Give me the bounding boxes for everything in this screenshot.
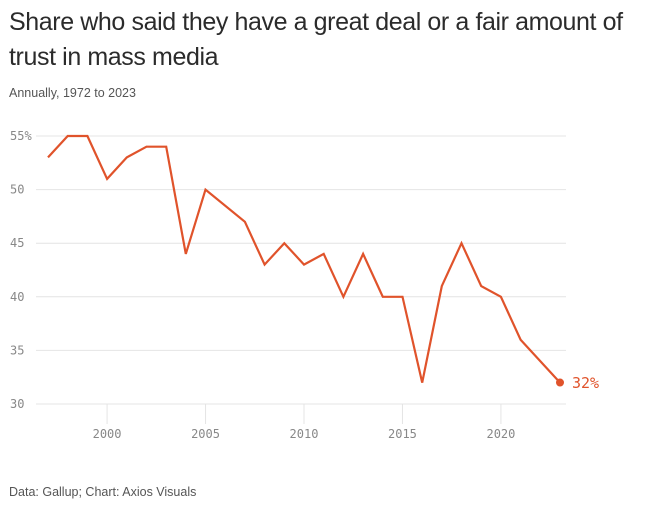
- y-tick-label: 45: [10, 236, 24, 250]
- chart-title: Share who said they have a great deal or…: [9, 8, 623, 71]
- y-tick-label: 50: [10, 183, 24, 197]
- y-tick-label: 35: [10, 343, 24, 357]
- end-value-label: 32%: [572, 374, 599, 392]
- y-tick-label: 55%: [10, 129, 32, 143]
- line-chart: 55% 50 45 40 35 30 2000 2005 2010 2015 2020 32%: [10, 129, 599, 441]
- source-credit: Data: Gallup; Chart: Axios Visuals: [9, 485, 197, 499]
- y-tick-label: 40: [10, 290, 24, 304]
- chart-subtitle: Annually, 1972 to 2023: [9, 86, 136, 100]
- end-point-marker: [556, 378, 564, 387]
- y-axis-labels: 55% 50 45 40 35 30: [10, 129, 32, 411]
- series-layer: 32%: [47, 134, 599, 392]
- x-tick-label: 2005: [191, 427, 220, 441]
- x-tick-label: 2015: [388, 427, 417, 441]
- x-axis: 2000 2005 2010 2015 2020: [93, 404, 515, 441]
- x-tick-label: 2010: [290, 427, 319, 441]
- x-tick-label: 2000: [93, 427, 122, 441]
- x-tick-label: 2020: [486, 427, 515, 441]
- gridlines: [36, 135, 566, 405]
- y-tick-label: 30: [10, 397, 24, 411]
- series-line: [47, 134, 561, 384]
